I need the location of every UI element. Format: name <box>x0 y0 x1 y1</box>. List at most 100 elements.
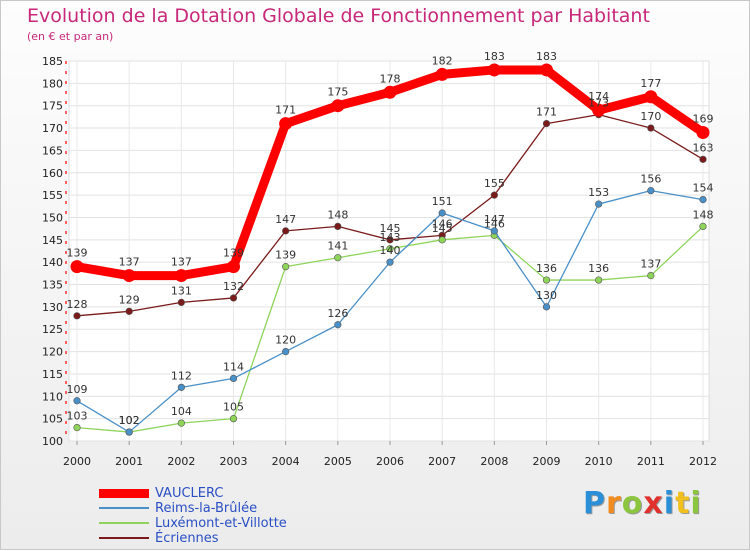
data-point <box>282 347 290 356</box>
data-label: 145 <box>380 222 401 235</box>
chart-subtitle: (en € et par an) <box>27 30 114 43</box>
x-tick-label: 2010 <box>585 455 613 468</box>
x-tick-label: 2009 <box>533 455 561 468</box>
data-point <box>542 119 551 128</box>
data-point <box>647 124 655 132</box>
y-tick-label: 185 <box>42 55 63 68</box>
data-label: 170 <box>640 110 661 123</box>
data-point <box>177 383 185 391</box>
data-point <box>595 200 603 208</box>
data-point <box>331 99 345 113</box>
data-point <box>438 236 446 244</box>
data-label: 129 <box>119 293 140 306</box>
data-label: 174 <box>588 90 609 103</box>
legend-label: VAUCLERC <box>155 485 224 501</box>
data-label: 151 <box>432 195 453 208</box>
data-label: 143 <box>380 231 401 244</box>
legend-item: Reims-la-Brûlée <box>99 501 257 516</box>
x-tick-label: 2000 <box>63 455 91 468</box>
data-point <box>122 269 136 283</box>
data-point <box>174 269 188 283</box>
data-point <box>282 263 290 271</box>
data-point <box>647 271 655 280</box>
y-tick-label: 145 <box>42 234 63 247</box>
data-label: 105 <box>223 401 244 414</box>
legend-swatch <box>99 488 149 498</box>
data-point <box>647 187 655 195</box>
x-tick-label: 2005 <box>324 455 352 468</box>
data-label: 140 <box>380 244 401 257</box>
data-point <box>229 294 238 302</box>
data-label: 145 <box>432 222 453 235</box>
data-label: 169 <box>693 113 714 126</box>
logo-letter: P <box>583 486 606 521</box>
data-point <box>490 191 498 199</box>
data-point <box>383 85 397 99</box>
legend-item: VAUCLERC <box>99 485 224 501</box>
data-label: 104 <box>171 405 192 418</box>
legend-item: Luxémont-et-Villotte <box>99 516 287 531</box>
data-label: 109 <box>67 383 88 396</box>
data-point <box>438 209 446 217</box>
y-tick-label: 125 <box>42 323 63 336</box>
data-label: 103 <box>67 410 88 423</box>
data-label: 155 <box>484 177 505 190</box>
legend-item: Écriennes <box>99 530 219 546</box>
data-point <box>540 63 553 77</box>
data-point <box>334 222 342 231</box>
data-label: 112 <box>171 369 192 382</box>
data-label: 183 <box>484 50 505 63</box>
legend-swatch <box>99 522 149 524</box>
data-label: 182 <box>432 54 453 67</box>
data-label: 163 <box>693 141 714 154</box>
data-label: 137 <box>171 256 192 269</box>
data-point <box>435 67 449 81</box>
data-label: 139 <box>275 249 296 262</box>
data-point <box>487 63 501 77</box>
data-label: 132 <box>223 280 244 293</box>
data-label: 146 <box>432 217 453 230</box>
data-label: 102 <box>119 414 140 427</box>
x-tick-label: 2001 <box>115 455 143 468</box>
data-point <box>73 423 81 432</box>
data-label: 130 <box>536 289 557 302</box>
legend-swatch <box>99 537 149 539</box>
data-label: 120 <box>275 334 296 347</box>
data-point <box>595 276 603 284</box>
data-point <box>696 126 710 140</box>
data-point <box>542 276 551 284</box>
data-point <box>177 419 185 427</box>
data-label: 126 <box>327 307 348 320</box>
y-tick-label: 170 <box>42 122 63 135</box>
data-point <box>227 260 240 274</box>
data-label: 114 <box>223 360 244 373</box>
logo-letter: x <box>643 486 664 521</box>
data-point <box>70 260 84 274</box>
data-label: 139 <box>67 247 88 260</box>
data-point <box>644 90 658 104</box>
legend-swatch <box>99 507 149 509</box>
logo-letter: r <box>606 486 622 521</box>
data-point <box>279 117 293 131</box>
logo-letter: o <box>621 486 644 521</box>
data-label: 137 <box>640 258 661 271</box>
data-label: 147 <box>275 213 296 226</box>
x-tick-label: 2007 <box>428 455 456 468</box>
y-tick-label: 140 <box>42 256 63 269</box>
data-point <box>386 258 394 266</box>
x-tick-label: 2008 <box>480 455 508 468</box>
data-point <box>125 307 133 315</box>
data-label: 136 <box>588 262 609 275</box>
data-label: 137 <box>119 256 140 269</box>
data-label: 177 <box>640 77 661 90</box>
legend-label: Écriennes <box>155 530 219 546</box>
x-tick-label: 2003 <box>220 455 248 468</box>
data-label: 175 <box>327 86 348 99</box>
y-tick-label: 150 <box>42 211 63 224</box>
x-tick-label: 2006 <box>376 455 404 468</box>
y-tick-label: 110 <box>42 390 63 403</box>
data-label: 147 <box>484 213 505 226</box>
y-tick-label: 180 <box>42 77 63 90</box>
